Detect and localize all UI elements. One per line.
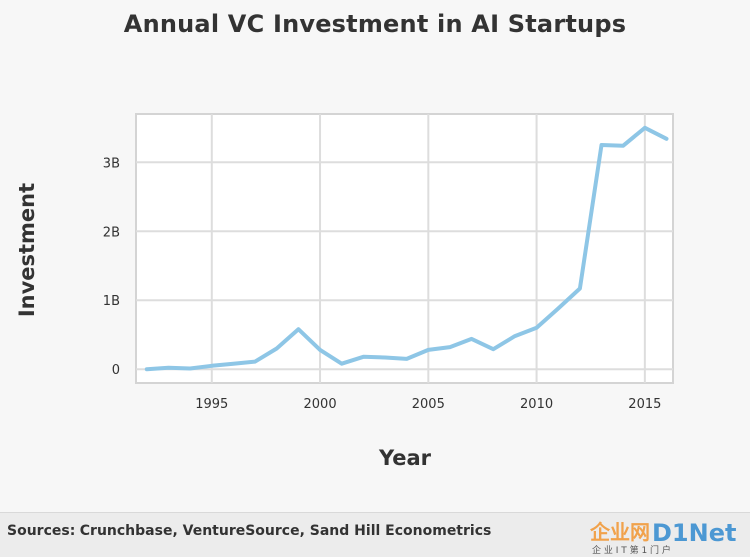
plot-area	[135, 113, 674, 384]
x-axis-label: Year	[378, 446, 432, 470]
y-axis-label: Investment	[15, 182, 39, 318]
series-layer	[144, 125, 669, 372]
chart-title: Annual VC Investment in AI Startups	[123, 10, 627, 38]
watermark-logo: 企业网 D1Net 企 业 I T 第 1 门 户	[589, 519, 736, 555]
y-tick-label: 0	[112, 363, 120, 378]
line-chart: 1995 2000 2005 2010 2015 0 1B 2B 3B	[103, 113, 674, 412]
x-tick-label: 2015	[628, 397, 661, 412]
x-tick-label: 2010	[520, 397, 553, 412]
sources-text: Sources: Crunchbase, VentureSource, Sand…	[7, 523, 491, 539]
tick-labels: 1995 2000 2005 2010 2015 0 1B 2B 3B	[103, 156, 662, 412]
x-tick-label: 2000	[304, 397, 337, 412]
y-tick-label: 1B	[103, 294, 120, 309]
x-tick-label: 1995	[195, 397, 228, 412]
gridlines	[136, 114, 673, 383]
svg-text:企业网: 企业网	[589, 520, 650, 544]
footer: Sources: Crunchbase, VentureSource, Sand…	[0, 512, 750, 557]
sources-label: Sources:	[7, 523, 76, 539]
svg-text:企 业 I T 第 1 门 户: 企 业 I T 第 1 门 户	[592, 544, 671, 555]
svg-text:D1Net: D1Net	[652, 519, 736, 547]
series-line	[144, 125, 669, 372]
sources-list: Crunchbase, VentureSource, Sand Hill Eco…	[79, 523, 492, 539]
y-tick-label: 2B	[103, 225, 120, 240]
y-tick-label: 3B	[103, 156, 120, 171]
x-tick-label: 2005	[412, 397, 445, 412]
